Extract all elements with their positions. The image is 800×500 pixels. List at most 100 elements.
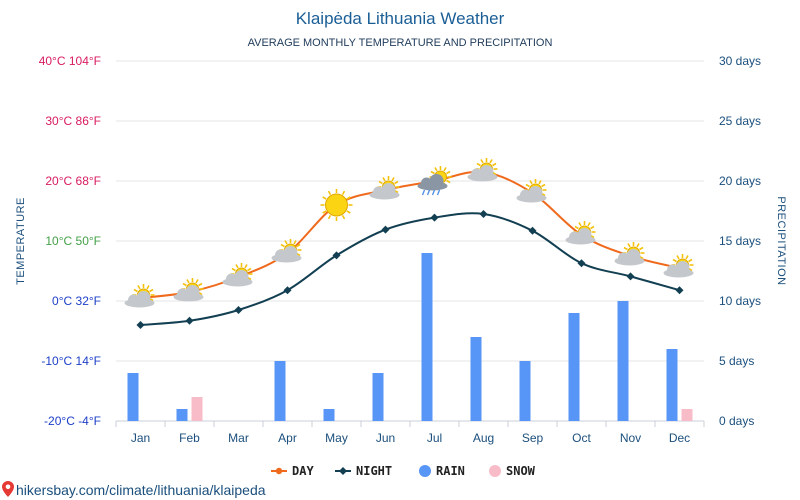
sun-ray [247,267,252,272]
sun-ray [244,264,248,269]
temperature-tick-label: 0°C 32°F [52,294,101,308]
precipitation-tick-label: 25 days [719,114,761,128]
chart-subtitle: AVERAGE MONTHLY TEMPERATURE AND PRECIPIT… [248,37,553,49]
day-line [140,170,680,299]
sun-ray [489,159,493,164]
partly-cloudy-icon [614,242,645,266]
footer-link[interactable]: hikersbay.com/climate/lithuania/klaipeda [16,482,266,498]
sun-ray [623,246,628,251]
partly-cloudy-icon [173,278,204,302]
month-label: Mar [228,431,249,445]
rain-bar [176,409,188,421]
rain-cloud-icon [417,166,452,196]
sun-ray [480,159,484,164]
sun-ray [293,240,297,245]
sun-icon [320,189,353,221]
temperature-axis-labels: 40°C 104°F 30°C 86°F 20°C 68°F 10°C 50°F 0°C… [39,54,101,428]
partly-cloudy-icon [124,284,155,308]
rain-bar [470,337,482,421]
cloud-part [185,285,200,299]
month-label: Sep [522,431,544,445]
legend-snow: SNOW [489,464,536,478]
cloud-part [675,261,690,275]
legend-day: DAY [271,464,314,478]
temperature-tick-label: -10°C 14°F [41,354,101,368]
legend: DAY NIGHT RAIN SNOW [271,464,536,478]
month-label: Oct [572,431,591,445]
month-label: Jan [131,431,150,445]
cloud-part [136,291,151,305]
rain-bar [421,253,433,421]
rain-drop [436,189,441,196]
sun-ray [434,167,438,172]
sun-ray [322,210,327,214]
legend-marker [275,467,283,475]
sun-ray [182,282,187,287]
temperature-axis-title: TEMPERATURE [15,197,27,285]
partly-cloudy-icon [271,239,302,263]
sun-ray [676,255,680,260]
precipitation-tick-label: 0 days [719,414,754,428]
night-point [430,213,439,222]
sun-ray [590,225,595,230]
legend-rain: RAIN [419,464,465,478]
precipitation-tick-label: 15 days [719,234,761,248]
sun-ray [446,170,451,175]
sun-ray [284,240,288,245]
cloud-part [128,294,139,306]
temperature-tick-label: 10°C 50°F [45,234,101,248]
sun-ray [639,246,644,251]
legend-label: NIGHT [356,464,392,478]
sun-ray [685,255,689,260]
weather-icons [124,158,694,308]
chart-title: Klaipėda Lithuania Weather [296,9,505,28]
sun-ray [538,180,542,185]
legend-marker [339,467,347,475]
precipitation-tick-label: 10 days [719,294,761,308]
temperature-tick-label: 30°C 86°F [45,114,101,128]
sun-ray [394,180,399,185]
sun-ray [195,279,199,284]
sun-ray [341,214,346,220]
night-point [332,251,341,260]
precipitation-tick-label: 30 days [719,54,761,68]
partly-cloudy-icon [663,254,694,278]
precipitation-tick-label: 5 days [719,354,754,368]
sun-ray [636,243,640,248]
cloud-part [421,177,432,189]
rain-bar [127,373,139,421]
cloud-part [618,252,629,264]
sun-ray [627,243,631,248]
rain-drop [421,189,426,196]
sun-ray [327,190,332,196]
sun-ray [476,162,481,167]
night-point [675,286,684,295]
cloud-part [520,189,531,201]
sun-ray [578,222,582,227]
month-label: Jun [376,431,395,445]
sun-ray [525,183,530,188]
month-label: Apr [278,431,297,445]
snow-bar [191,397,203,421]
sun-disc [325,193,348,217]
legend-night: NIGHT [335,464,392,478]
cloud-part [471,168,482,180]
night-point [528,226,537,235]
cloud-part [626,249,641,263]
sun-ray [672,258,677,263]
night-point [381,225,390,234]
sun-ray [382,177,386,182]
rain-drop [431,189,436,196]
cloud-part [569,231,580,243]
month-axis-labels: Jan Feb Mar Apr May Jun Jul Aug Sep Oct Nov Dec [115,421,705,445]
rain-bar [617,301,629,421]
month-label: Aug [473,431,494,445]
cloud-part [177,288,188,300]
cloud-part [373,186,384,198]
footer[interactable]: hikersbay.com/climate/lithuania/klaipeda [2,481,266,498]
partly-cloudy-icon [222,263,253,287]
sun-ray [574,225,579,230]
cloud-part [275,249,286,261]
rain-drop [426,189,431,196]
